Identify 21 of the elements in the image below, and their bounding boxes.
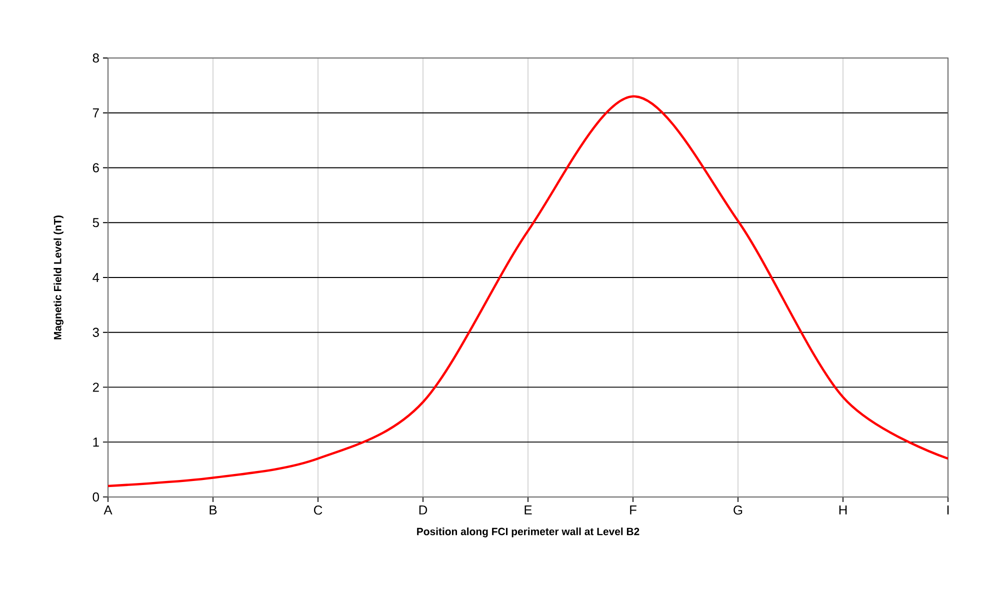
x-tick-label: I bbox=[947, 506, 949, 514]
y-tick-label: 5 bbox=[92, 218, 99, 228]
y-tick-label: 4 bbox=[92, 273, 100, 282]
x-axis-title: Position along FCI perimeter wall at Level B2 bbox=[417, 528, 640, 538]
y-tick-label: 7 bbox=[92, 108, 99, 118]
x-tick-label: E bbox=[524, 506, 532, 514]
y-tick-label: 3 bbox=[92, 328, 99, 337]
y-tick-label: 8 bbox=[92, 53, 99, 63]
line-series bbox=[108, 95, 948, 488]
y-tick-label: 1 bbox=[93, 438, 99, 447]
x-tick-label: G bbox=[734, 506, 742, 515]
x-tick-label: B bbox=[210, 506, 217, 514]
x-tick-label: A bbox=[104, 506, 112, 514]
y-tick-label: 0 bbox=[92, 492, 99, 502]
y-tick-label: 6 bbox=[92, 163, 99, 172]
y-tick-label: 2 bbox=[92, 382, 99, 392]
x-tick-label: F bbox=[630, 506, 636, 514]
x-tick-label: D bbox=[419, 506, 428, 514]
y-axis-title: Magnetic Field Level (nT) bbox=[54, 216, 64, 340]
x-tick-label: C bbox=[314, 506, 322, 515]
x-tick-label: H bbox=[839, 506, 847, 514]
